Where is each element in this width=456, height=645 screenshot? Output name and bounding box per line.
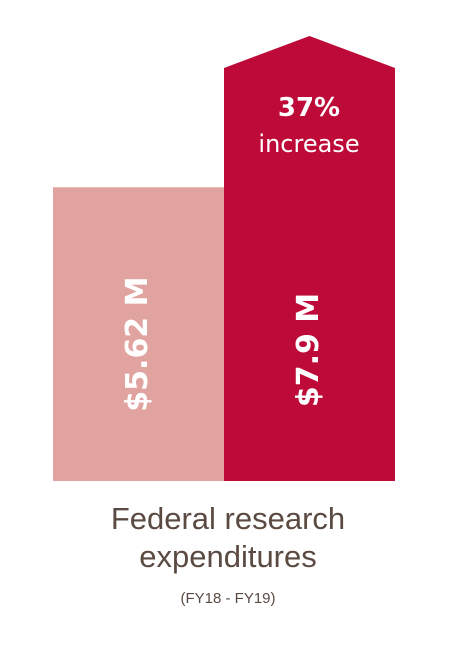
chart-title: Federal research expenditures: [110, 501, 346, 574]
value-label: $5.62 M: [120, 276, 155, 411]
value-label: $7.9 M: [291, 293, 326, 407]
annotation-value: 37%: [278, 93, 340, 123]
bar: [53, 187, 224, 481]
annotation-text: increase: [258, 130, 359, 158]
bar: [224, 36, 395, 481]
chart: 37% increase $5.62 M $7.9 M: [53, 36, 395, 481]
chart-subtitle: (FY18 - FY19): [180, 590, 276, 607]
